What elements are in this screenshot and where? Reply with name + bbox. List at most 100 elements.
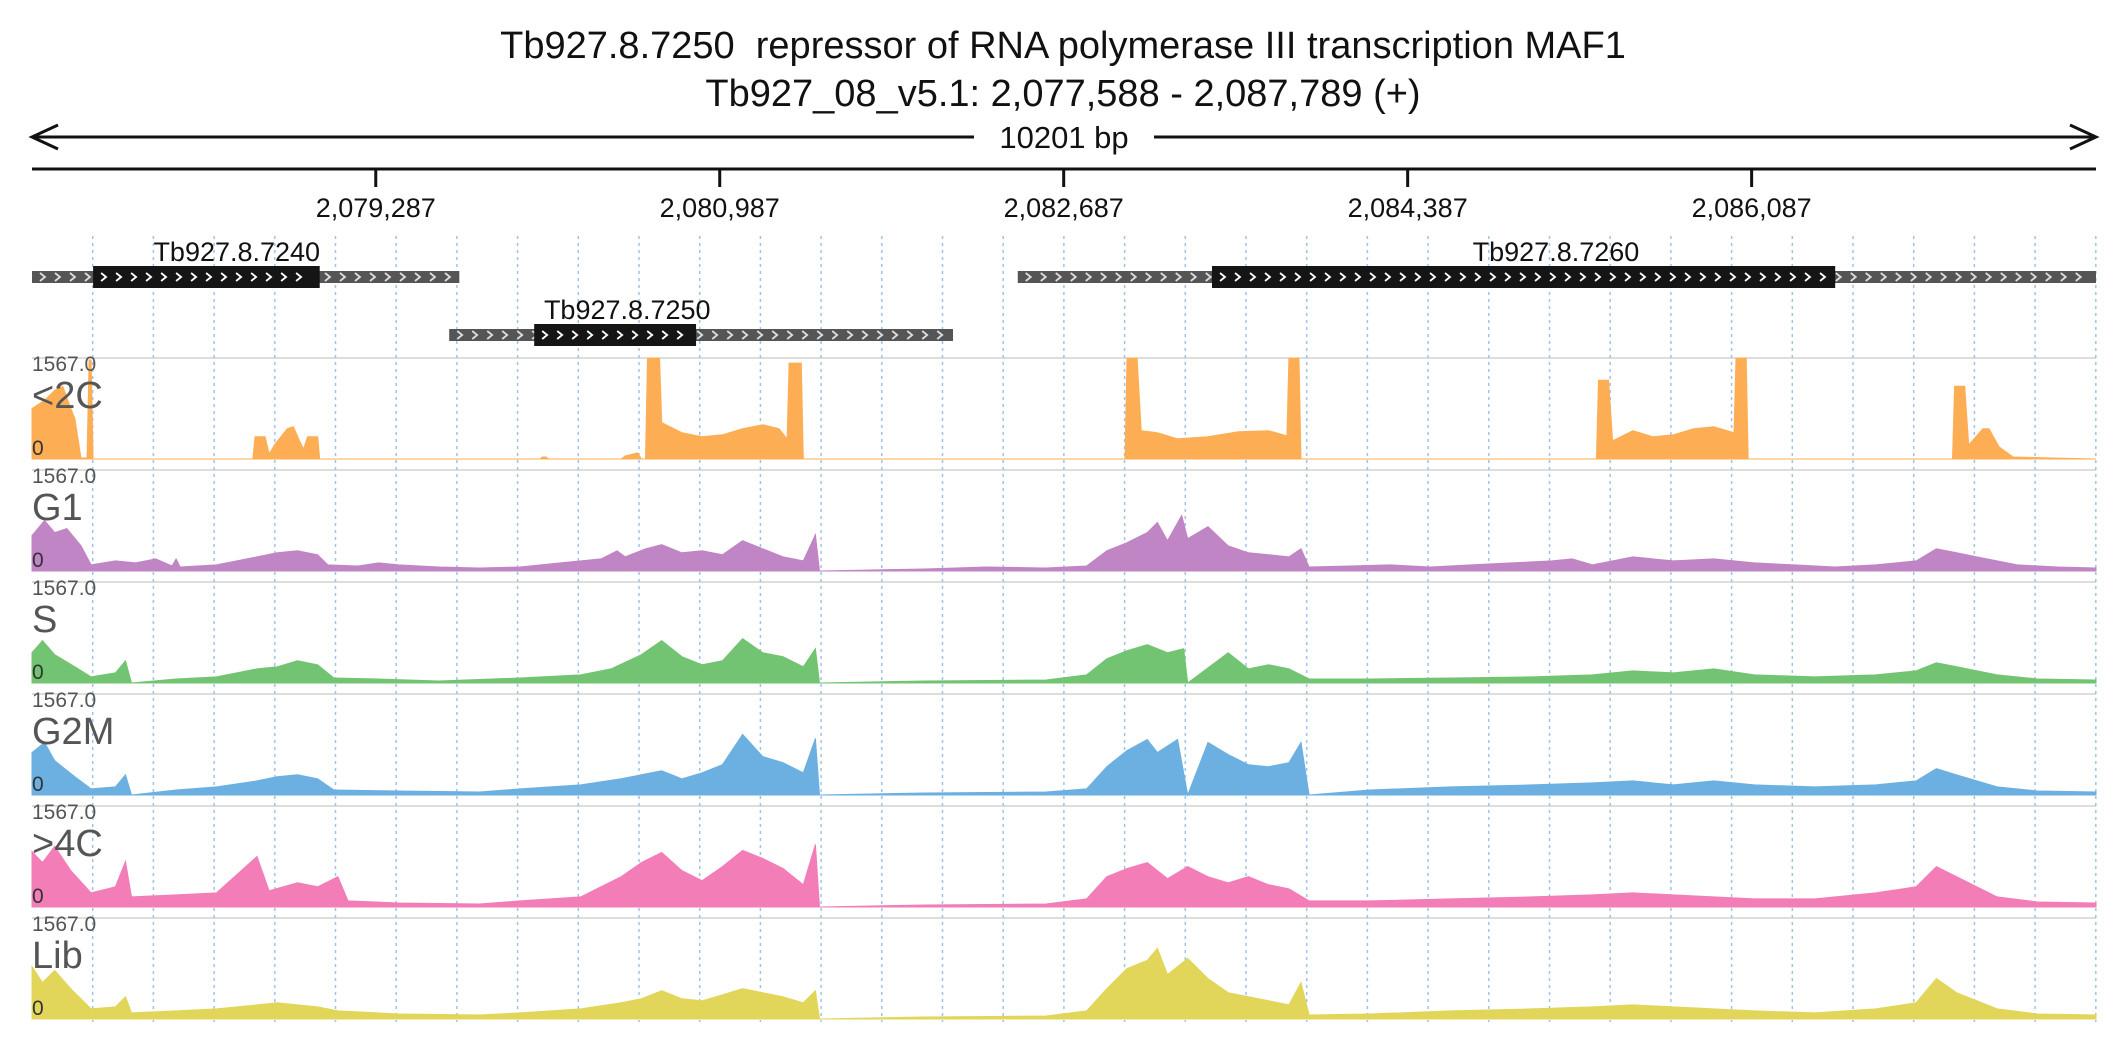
gene-feature[interactable]: Tb927.8.7250	[449, 295, 954, 346]
track-max-label: 1567.0	[32, 353, 96, 376]
strand-chevron	[220, 272, 228, 282]
gene-feature[interactable]: Tb927.8.7240	[32, 237, 460, 288]
strand-chevron	[2015, 272, 2023, 282]
strand-chevron	[1970, 272, 1978, 282]
strand-chevron	[1384, 272, 1392, 282]
strand-chevron	[1504, 272, 1512, 282]
coverage-track: 1567.0<2C 0	[31, 353, 2097, 460]
strand-chevron	[1819, 272, 1827, 282]
coverage-area	[31, 514, 2097, 572]
strand-chevron	[339, 272, 347, 282]
strand-chevron	[571, 330, 579, 340]
coverage-track: 1567.0S 0	[31, 577, 2097, 684]
coverage-area	[31, 947, 2097, 1020]
strand-chevron	[1459, 272, 1467, 282]
strand-chevron	[741, 330, 749, 340]
strand-chevron	[1564, 272, 1572, 282]
strand-chevron	[1489, 272, 1497, 282]
coverage-area	[31, 637, 2097, 684]
track-max-label: 1567.0	[32, 465, 96, 488]
strand-chevron	[354, 272, 362, 282]
strand-chevron	[556, 330, 564, 340]
strand-chevron	[661, 330, 669, 340]
strand-chevron	[1264, 272, 1272, 282]
strand-chevron	[1880, 272, 1888, 282]
track-max-label: 1567.0	[32, 801, 96, 824]
strand-chevron	[1850, 272, 1858, 282]
gene-feature[interactable]: Tb927.8.7260	[1017, 237, 2097, 288]
ruler-tick-label: 2,080,987	[660, 193, 780, 223]
strand-chevron	[235, 272, 243, 282]
strand-chevron	[1654, 272, 1662, 282]
strand-chevron	[846, 330, 854, 340]
strand-chevron	[130, 272, 138, 282]
strand-chevron	[39, 272, 47, 282]
strand-chevron	[100, 272, 108, 282]
strand-chevron	[1115, 272, 1123, 282]
strand-chevron	[1205, 272, 1213, 282]
strand-chevron	[1955, 272, 1963, 282]
strand-chevron	[54, 272, 62, 282]
strand-chevron	[2075, 272, 2083, 282]
strand-chevron	[1085, 272, 1093, 282]
strand-chevron	[861, 330, 869, 340]
strand-chevron	[711, 330, 719, 340]
track-name: >4C	[32, 823, 103, 865]
strand-chevron	[145, 272, 153, 282]
strand-chevron	[2060, 272, 2068, 282]
strand-chevron	[801, 330, 809, 340]
strand-chevron	[1309, 272, 1317, 282]
strand-chevron	[1534, 272, 1542, 282]
strand-chevron	[1714, 272, 1722, 282]
strand-chevron	[1744, 272, 1752, 282]
strand-chevron	[541, 330, 549, 340]
strand-chevron	[2030, 272, 2038, 282]
strand-chevron	[586, 330, 594, 340]
track-name: G2M	[32, 711, 114, 753]
strand-chevron	[906, 330, 914, 340]
strand-chevron	[444, 272, 452, 282]
track-max-label: 1567.0	[32, 689, 96, 712]
strand-chevron	[1624, 272, 1632, 282]
track-min-label: 0	[32, 997, 44, 1020]
coverage-area	[31, 844, 2097, 908]
strand-chevron	[1985, 272, 1993, 282]
ruler-tick-label: 2,084,387	[1348, 193, 1468, 223]
strand-chevron	[69, 272, 77, 282]
length-arrow-left-head	[28, 123, 59, 151]
strand-chevron	[1025, 272, 1033, 282]
strand-chevron	[1249, 272, 1257, 282]
strand-chevron	[1729, 272, 1737, 282]
strand-chevron	[1055, 272, 1063, 282]
strand-chevron	[295, 272, 303, 282]
strand-chevron	[2045, 272, 2053, 282]
length-label-bg	[974, 117, 1154, 157]
strand-chevron	[1579, 272, 1587, 282]
strand-chevron	[891, 330, 899, 340]
strand-chevron	[1324, 272, 1332, 282]
gene-cds	[534, 324, 697, 346]
strand-chevron	[1070, 272, 1078, 282]
strand-chevron	[936, 330, 944, 340]
strand-chevron	[265, 272, 273, 282]
strand-chevron	[1175, 272, 1183, 282]
strand-chevron	[369, 272, 377, 282]
strand-chevron	[1100, 272, 1108, 282]
strand-chevron	[1609, 272, 1617, 282]
strand-chevron	[601, 330, 609, 340]
strand-chevron	[115, 272, 123, 282]
gene-label: Tb927.8.7250	[544, 295, 711, 325]
strand-chevron	[1354, 272, 1362, 282]
strand-chevron	[1190, 272, 1198, 282]
strand-chevron	[1130, 272, 1138, 282]
strand-chevron	[1669, 272, 1677, 282]
coverage-area	[31, 357, 2097, 460]
strand-chevron	[1219, 272, 1227, 282]
strand-chevron	[676, 330, 684, 340]
strand-chevron	[501, 330, 509, 340]
strand-chevron	[1145, 272, 1153, 282]
gene-label: Tb927.8.7240	[153, 237, 320, 267]
length-label: 10201 bp	[999, 120, 1128, 155]
strand-chevron	[646, 330, 654, 340]
